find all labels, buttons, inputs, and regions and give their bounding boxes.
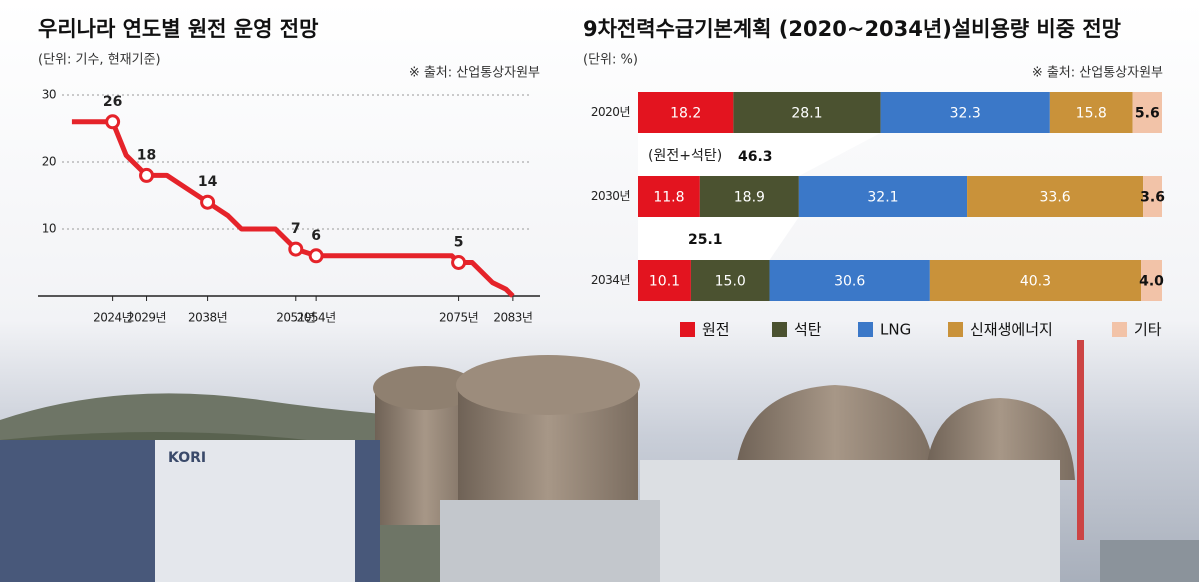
value-label: 30.6 <box>834 274 865 290</box>
legend-swatch <box>1112 322 1127 337</box>
value-label: 33.6 <box>1040 190 1071 206</box>
bar-segment <box>798 176 968 217</box>
x-tick-label: 2029년 <box>127 311 166 325</box>
bar-segment <box>1132 92 1162 133</box>
value-label: 15.8 <box>1076 106 1107 122</box>
value-label: 18.2 <box>670 106 701 122</box>
bar-segment <box>638 176 700 217</box>
connector <box>638 133 881 176</box>
bar-segment <box>769 260 930 301</box>
bar-segment <box>1141 260 1162 301</box>
point-marker <box>288 241 304 257</box>
point-label: 18 <box>137 147 156 163</box>
x-tick-label: 2054년 <box>297 311 336 325</box>
point-marker <box>308 248 324 264</box>
bar-segment <box>638 260 691 301</box>
point-label: 14 <box>198 174 218 190</box>
legend-swatch <box>772 322 787 337</box>
x-tick-label: 2024년 <box>93 311 132 325</box>
x-tick-label: 2083년 <box>493 311 532 325</box>
legend-label: 석탄 <box>794 321 822 339</box>
bar-segment <box>1143 176 1162 217</box>
point-label: 5 <box>454 235 464 251</box>
photo-sign: KORI <box>168 450 206 466</box>
legend-label: 신재생에너지 <box>970 321 1053 339</box>
bar-segment <box>690 260 770 301</box>
point-label: 26 <box>103 94 122 110</box>
chart-title: 9차전력수급기본계획 (2020~2034년)설비용량 비중 전망 <box>583 17 1121 41</box>
x-tick-label: 2051년 <box>276 311 315 325</box>
point-marker <box>139 167 155 183</box>
source-note: ※ 출처: 산업통상자원부 <box>409 66 540 81</box>
connector <box>638 217 799 260</box>
point-label: 6 <box>311 228 321 244</box>
point-label: 7 <box>291 221 301 237</box>
bar-segment <box>638 92 734 133</box>
x-tick-label: 2075년 <box>439 311 478 325</box>
bar-segment <box>733 92 881 133</box>
y-tick-label: 30 <box>42 88 56 102</box>
y-tick-label: 20 <box>42 155 56 169</box>
legend-swatch <box>948 322 963 337</box>
annotation: (원전+석탄) <box>648 148 722 164</box>
chart-subtitle: (단위: %) <box>583 53 638 68</box>
value-label: 18.9 <box>734 190 765 206</box>
y-tick-label: 2020년 <box>591 105 630 119</box>
bar-segment <box>699 176 799 217</box>
y-tick-label: 2034년 <box>591 273 630 287</box>
value-label: 5.6 <box>1135 106 1160 122</box>
point-marker <box>200 194 216 210</box>
point-marker <box>451 255 467 270</box>
source-note: ※ 출처: 산업통상자원부 <box>1032 66 1163 81</box>
chart-subtitle: (단위: 기수, 현재기준) <box>38 53 161 68</box>
value-label: 28.1 <box>791 106 822 122</box>
value-label: 32.1 <box>867 190 898 206</box>
y-tick-label: 2030년 <box>591 189 630 203</box>
legend-swatch <box>858 322 873 337</box>
bar-segment <box>1049 92 1133 133</box>
bar-segment <box>929 260 1142 301</box>
bar-segment <box>880 92 1050 133</box>
bar-segment <box>967 176 1144 217</box>
sum-label: 25.1 <box>688 232 723 248</box>
value-label: 11.8 <box>653 190 684 206</box>
value-label: 4.0 <box>1139 274 1164 290</box>
chart: 9차전력수급기본계획 (2020~2034년)설비용량 비중 전망 (단위: %)… <box>583 17 1165 339</box>
legend-label: 원전 <box>702 321 730 339</box>
value-label: 15.0 <box>715 274 746 290</box>
legend-label: 기타 <box>1134 321 1162 339</box>
y-tick-label: 10 <box>42 222 56 236</box>
chart: 우리나라 연도별 원전 운영 전망 (단위: 기수, 현재기준) ※ 출처: 산업통… <box>38 17 540 325</box>
sum-label: 46.3 <box>738 149 773 165</box>
value-label: 40.3 <box>1020 274 1051 290</box>
value-label: 3.6 <box>1140 190 1165 206</box>
chart-title: 우리나라 연도별 원전 운영 전망 <box>38 17 318 41</box>
legend-swatch <box>680 322 695 337</box>
point-marker <box>105 114 121 130</box>
value-label: 32.3 <box>950 106 981 122</box>
x-tick-label: 2038년 <box>188 311 227 325</box>
value-label: 10.1 <box>649 274 680 290</box>
legend-label: LNG <box>880 321 911 339</box>
